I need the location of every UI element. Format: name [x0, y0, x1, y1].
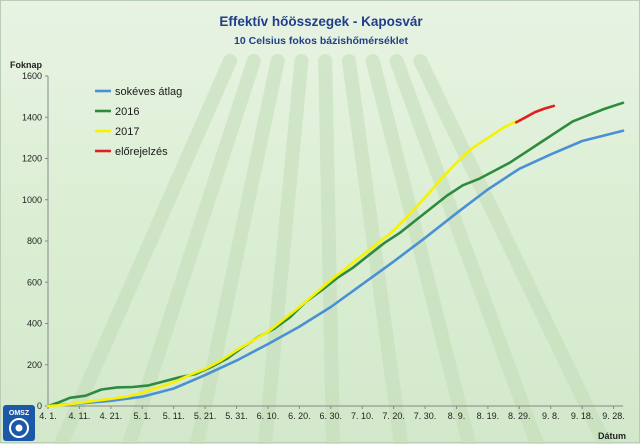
x-tick-label: 8. 9. — [448, 411, 466, 421]
x-ticks: 4. 1. 4. 11. 4. 21. 5. 1. 5. 11. 5. 21. 5. 31.… — [39, 406, 625, 421]
field-row — [318, 54, 340, 444]
legend-label: előrejelzés — [115, 146, 168, 158]
field-row — [365, 54, 476, 444]
x-tick-label: 7. 30. — [414, 411, 437, 421]
field-row — [389, 54, 544, 444]
y-tick-label: 1000 — [22, 195, 42, 205]
chart-subtitle: 10 Celsius fokos bázishőmérséklet — [234, 35, 408, 47]
chart-title: Effektív hőösszegek - Kaposvár — [219, 14, 423, 29]
x-tick-label: 9. 28. — [602, 411, 625, 421]
y-tick-label: 600 — [27, 277, 42, 287]
legend-label: sokéves átlag — [115, 86, 182, 98]
omsz-logo: OMSZ — [3, 405, 35, 441]
x-tick-label: 5. 11. — [163, 411, 185, 421]
x-tick-label: 9. 18. — [571, 411, 594, 421]
x-tick-label: 9. 8. — [542, 411, 560, 421]
x-tick-label: 6. 10. — [257, 411, 280, 421]
logo-text: OMSZ — [9, 410, 30, 417]
y-tick-label: 1200 — [22, 154, 42, 164]
y-tick-label: 200 — [27, 360, 42, 370]
field-background — [54, 54, 612, 444]
x-tick-label: 5. 21. — [194, 411, 217, 421]
series-line-2 — [46, 120, 518, 408]
y-axis-label: Foknap — [10, 60, 43, 70]
legend-label: 2017 — [115, 126, 139, 138]
legend: sokéves átlag 2016 2017 előrejelzés — [95, 86, 182, 158]
logo-dot-icon — [15, 424, 23, 432]
y-tick-label: 1600 — [22, 71, 42, 81]
legend-label: 2016 — [115, 106, 139, 118]
x-tick-label: 5. 31. — [225, 411, 248, 421]
y-ticks: 0 200 400 600 800 1000 1200 1400 1600 — [22, 71, 48, 411]
y-tick-label: 1400 — [22, 112, 42, 122]
y-tick-label: 800 — [27, 236, 42, 246]
field-row — [122, 54, 261, 444]
logo-swirl-icon — [9, 418, 29, 438]
x-tick-label: 7. 20. — [382, 411, 405, 421]
x-tick-label: 6. 20. — [288, 411, 311, 421]
field-row — [54, 54, 237, 444]
field-row — [258, 54, 309, 444]
field-row — [413, 54, 612, 444]
x-tick-label: 4. 1. — [39, 411, 57, 421]
x-tick-label: 8. 29. — [508, 411, 531, 421]
x-tick-label: 8. 19. — [477, 411, 500, 421]
x-axis-label: Dátum — [598, 431, 626, 441]
series-line-3 — [514, 104, 556, 124]
x-tick-label: 7. 10. — [351, 411, 374, 421]
y-tick-label: 0 — [37, 401, 42, 411]
field-row — [342, 54, 408, 444]
field-row — [190, 54, 285, 444]
x-tick-label: 4. 11. — [68, 411, 90, 421]
series-line-1 — [46, 101, 625, 408]
y-tick-label: 400 — [27, 319, 42, 329]
series-layer — [46, 101, 625, 408]
x-tick-label: 4. 21. — [100, 411, 123, 421]
x-tick-label: 5. 1. — [134, 411, 152, 421]
x-tick-label: 6. 30. — [320, 411, 343, 421]
series-line-0 — [46, 129, 625, 408]
